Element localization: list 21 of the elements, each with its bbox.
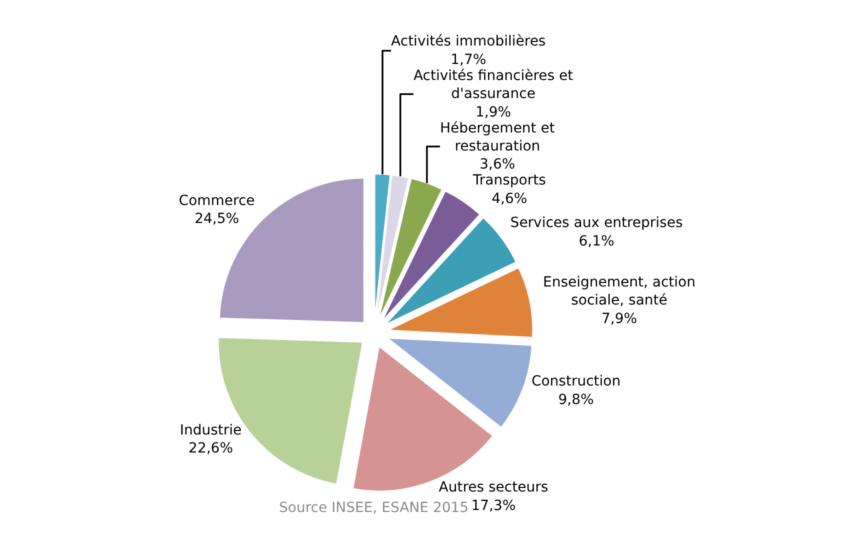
slice-label: Enseignement, action sociale, santé [542, 274, 696, 309]
slice-label: Transports [472, 172, 546, 189]
slice-label: Autres secteurs [438, 480, 548, 496]
data-label: 9,8% [558, 392, 594, 408]
slice-label: Activités financières et d'assurance [413, 68, 574, 102]
data-label: 7,9% [601, 310, 638, 327]
data-label: 1,9% [476, 104, 512, 120]
data-label: 1,7% [450, 52, 486, 68]
data-label: 4,6% [492, 190, 528, 207]
data-label: 24,5% [194, 211, 240, 228]
slice-label: Services aux entreprises [510, 215, 683, 232]
slice-label: Hébergement et restauration [440, 120, 556, 154]
slice-label: Industrie [180, 422, 242, 438]
slice-label: Construction [531, 374, 621, 390]
data-label: 3,6% [480, 156, 516, 173]
data-label: 6,1% [578, 233, 614, 250]
data-label: 17,3% [471, 498, 516, 514]
source-note: Source INSEE, ESANE 2015 [279, 500, 469, 516]
data-label: 22,6% [188, 440, 234, 457]
slice-label: Activités immobilières [391, 34, 546, 50]
slice-label: Commerce [178, 192, 255, 209]
